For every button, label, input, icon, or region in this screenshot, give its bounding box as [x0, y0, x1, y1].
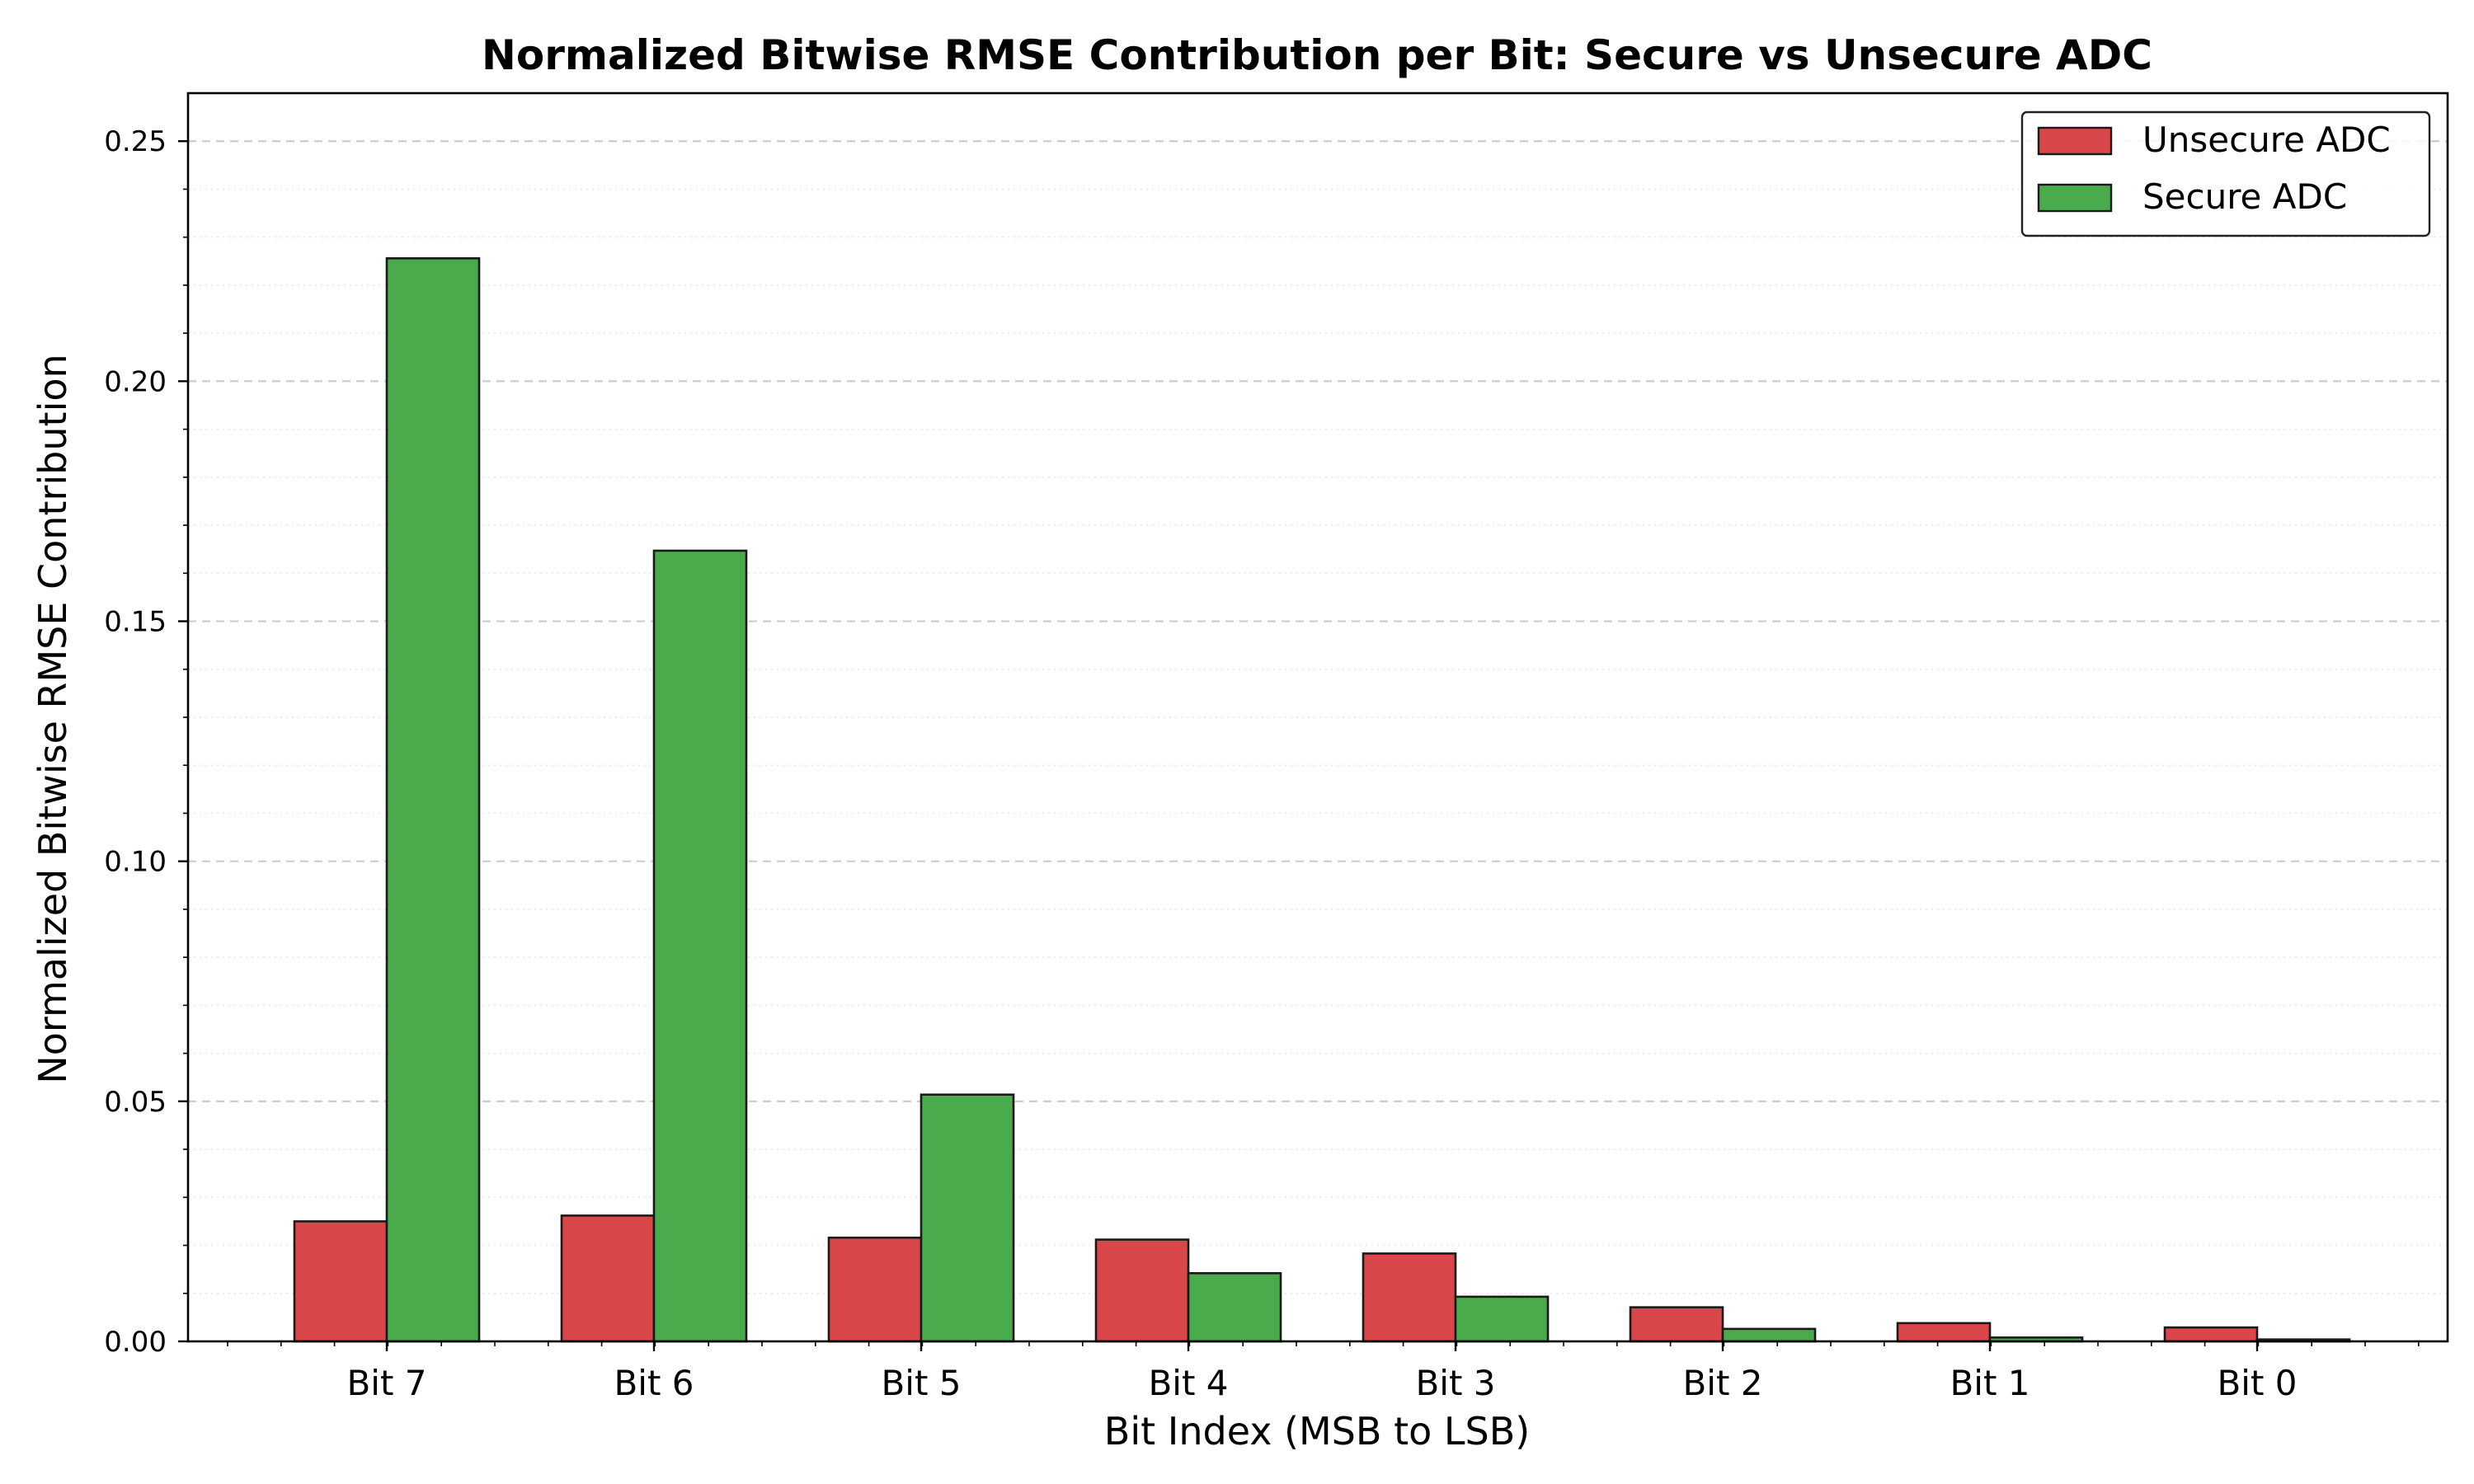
bar-secure-4: [1454, 1295, 1550, 1343]
legend-swatch-unsecure: [2037, 126, 2113, 156]
x-tick-label: Bit 4: [1148, 1363, 1228, 1403]
y-tick-label: 0.25: [104, 125, 167, 158]
y-tick-label: 0.15: [104, 606, 167, 639]
x-axis-label: Bit Index (MSB to LSB): [1104, 1409, 1530, 1453]
bar-secure-2: [920, 1093, 1015, 1343]
bar-secure-1: [652, 549, 748, 1343]
bar-unsecure-5: [1629, 1306, 1724, 1343]
grid-lines: [188, 140, 2448, 1294]
legend-box: [2020, 110, 2431, 237]
y-tick-label: 0.10: [104, 846, 167, 879]
y-axis-ticks: 0.00 0.05 0.10 0.15 0.20 0.25: [104, 125, 188, 1359]
bar-secure-0: [385, 257, 481, 1343]
chart-title: Normalized Bitwise RMSE Contribution per…: [482, 31, 2152, 79]
legend-label-secure: Secure ADC: [2142, 176, 2347, 217]
x-tick-label: Bit 6: [614, 1363, 694, 1403]
bar-unsecure-6: [1896, 1322, 1992, 1343]
bars: [293, 257, 2351, 1343]
bar-unsecure-3: [1094, 1238, 1190, 1343]
x-tick-label: Bit 0: [2217, 1363, 2297, 1403]
x-tick-label: Bit 2: [1682, 1363, 1762, 1403]
legend-label-unsecure: Unsecure ADC: [2142, 120, 2391, 160]
x-tick-label: Bit 1: [1950, 1363, 2030, 1403]
legend-swatch-secure: [2037, 183, 2113, 213]
bar-secure-5: [1721, 1327, 1817, 1343]
bar-unsecure-0: [293, 1220, 388, 1343]
bar-unsecure-7: [2163, 1326, 2259, 1343]
x-axis-ticks: Bit 7 Bit 6 Bit 5 Bit 4 Bit 3 Bit 2 Bit 1 Bit 0: [227, 1341, 2420, 1403]
bar-secure-3: [1187, 1272, 1282, 1343]
x-tick-label: Bit 5: [881, 1363, 961, 1403]
y-tick-label: 0.00: [104, 1326, 167, 1359]
y-tick-label: 0.20: [104, 365, 167, 398]
bar-unsecure-4: [1362, 1252, 1457, 1343]
y-axis-label: Normalized Bitwise RMSE Contribution: [31, 354, 75, 1083]
plot-frame: [186, 92, 2449, 1343]
x-tick-label: Bit 3: [1415, 1363, 1495, 1403]
bar-unsecure-2: [827, 1236, 923, 1343]
y-tick-label: 0.05: [104, 1086, 167, 1119]
x-tick-label: Bit 7: [346, 1363, 426, 1403]
legend: Unsecure ADC Secure ADC: [2020, 110, 2431, 237]
bar-unsecure-1: [560, 1214, 656, 1343]
